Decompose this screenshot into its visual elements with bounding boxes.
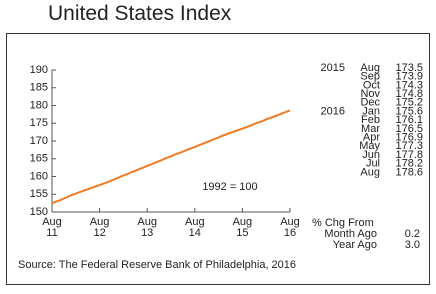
table-value: 177.3 bbox=[395, 140, 423, 152]
y-tick-label: 175 bbox=[30, 117, 48, 129]
table-value: 175.6 bbox=[395, 105, 423, 117]
annotation: 1992 = 100 bbox=[202, 181, 257, 193]
table-month: Jan bbox=[362, 105, 380, 117]
table-value: 177.8 bbox=[395, 149, 423, 161]
y-tick-label: 180 bbox=[30, 99, 48, 111]
table-month: Dec bbox=[360, 97, 380, 109]
table-value: 175.2 bbox=[395, 97, 423, 109]
table-year: 2015 bbox=[321, 62, 345, 74]
chart-title: United States Index bbox=[48, 2, 232, 25]
data-line bbox=[51, 109, 291, 205]
table-month: Aug bbox=[360, 62, 380, 74]
table-month: Nov bbox=[360, 88, 380, 100]
change-label: Month Ago bbox=[324, 228, 377, 240]
table-value: 174.8 bbox=[395, 88, 423, 100]
table-month: May bbox=[359, 140, 380, 152]
table-month: Sep bbox=[360, 71, 380, 83]
table-value: 176.5 bbox=[395, 123, 423, 135]
table-value: 178.2 bbox=[395, 158, 423, 170]
table-month: Apr bbox=[363, 132, 380, 144]
y-tick-label: 165 bbox=[30, 153, 48, 165]
change-heading: % Chg From bbox=[312, 217, 374, 229]
x-tick-label: Aug 13 bbox=[137, 216, 157, 239]
table-value: 178.6 bbox=[395, 166, 423, 178]
x-tick-label: Aug 11 bbox=[42, 216, 62, 239]
table-value: 173.5 bbox=[395, 62, 423, 74]
table-month: Mar bbox=[361, 123, 380, 135]
y-tick-label: 170 bbox=[30, 135, 48, 147]
table-month: Feb bbox=[361, 114, 380, 126]
change-value: 0.2 bbox=[405, 228, 420, 240]
change-value: 3.0 bbox=[405, 239, 420, 251]
source: Source: The Federal Reserve Bank of Phil… bbox=[18, 259, 296, 271]
y-tick-label: 160 bbox=[30, 170, 48, 182]
table-year: 2016 bbox=[321, 105, 345, 117]
table-value: 174.3 bbox=[395, 79, 423, 91]
table-month: Aug bbox=[360, 166, 380, 178]
y-tick-label: 185 bbox=[30, 82, 48, 94]
x-tick-label: Aug 14 bbox=[185, 216, 205, 239]
y-tick-label: 155 bbox=[30, 188, 48, 200]
table-value: 176.9 bbox=[395, 132, 423, 144]
table-value: 176.1 bbox=[395, 114, 423, 126]
table-value: 173.9 bbox=[395, 71, 423, 83]
change-label: Year Ago bbox=[333, 239, 377, 251]
frame bbox=[6, 33, 430, 285]
y-tick-label: 150 bbox=[30, 206, 48, 218]
table-month: Jul bbox=[366, 158, 380, 170]
table-month: Jun bbox=[362, 149, 380, 161]
x-tick-label: Aug 16 bbox=[280, 216, 300, 239]
table-month: Oct bbox=[363, 79, 380, 91]
x-tick-label: Aug 12 bbox=[89, 216, 110, 239]
y-tick-label: 190 bbox=[30, 64, 48, 76]
x-tick-label: Aug 15 bbox=[232, 216, 253, 239]
